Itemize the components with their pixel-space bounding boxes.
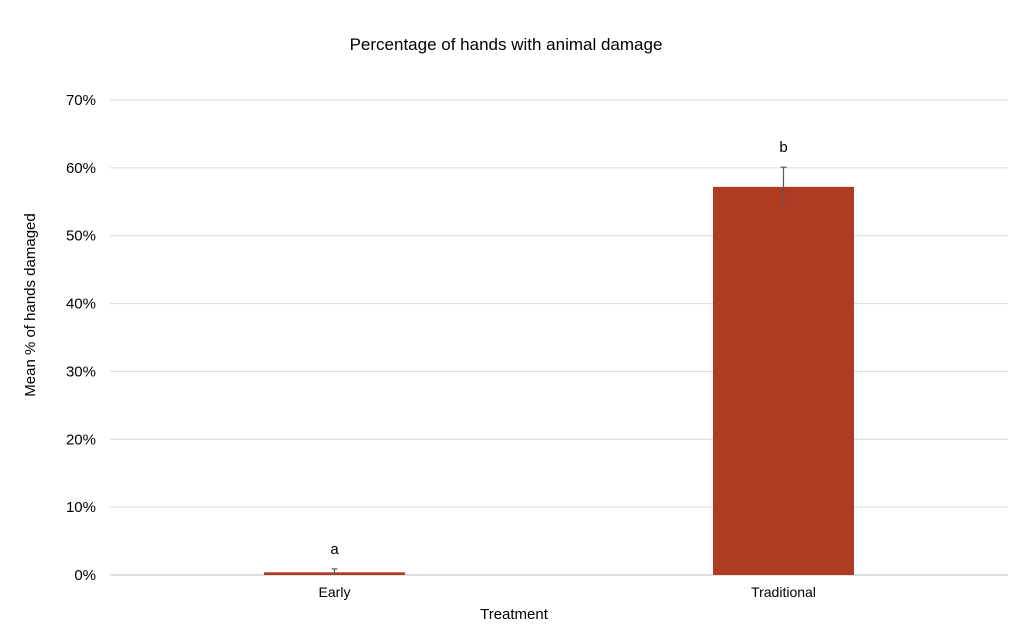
gridlines [110, 99, 1008, 576]
y-tick-label: 50% [66, 228, 96, 245]
x-axis-title: Treatment [480, 606, 549, 623]
y-axis-title: Mean % of hands damaged [22, 213, 39, 396]
y-tick-label: 20% [66, 431, 96, 448]
y-tick-label: 10% [66, 499, 96, 516]
y-tick-label: 40% [66, 296, 96, 313]
significance-label: b [779, 139, 787, 156]
y-tick-label: 70% [66, 92, 96, 109]
bar-traditional [713, 186, 854, 575]
significance-label: a [330, 541, 339, 558]
x-axis-categories: Early Traditional [319, 584, 816, 600]
y-tick-label: 60% [66, 160, 96, 177]
y-tick-label: 30% [66, 363, 96, 380]
x-category-label: Early [319, 584, 351, 600]
x-category-label: Traditional [751, 584, 816, 600]
y-tick-label: 0% [74, 567, 96, 584]
y-axis-ticks: 0% 10% 20% 30% 40% 50% 60% 70% [66, 92, 96, 584]
bars: ab [264, 139, 854, 575]
chart-title: Percentage of hands with animal damage [350, 35, 663, 54]
